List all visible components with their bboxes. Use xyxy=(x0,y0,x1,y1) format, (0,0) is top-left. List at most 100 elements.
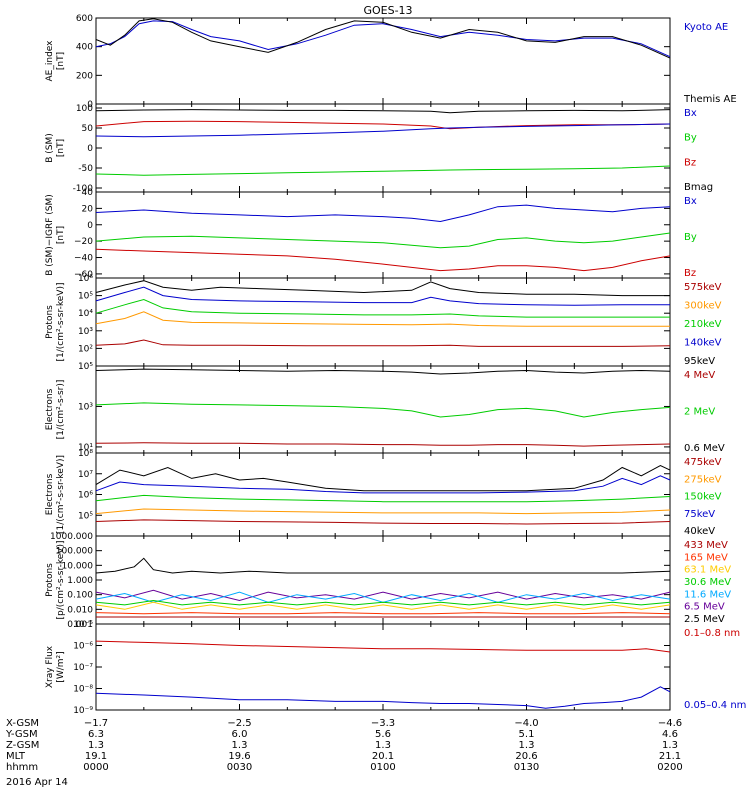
x-tick-value: 21.1 xyxy=(659,751,681,762)
series-line-3-2 xyxy=(95,232,671,249)
y-tick-label: 0.100 xyxy=(67,591,93,601)
y-axis-label: [W/m²] xyxy=(56,651,66,682)
series-line-3-1 xyxy=(95,204,671,223)
legend-entry: 0.1–0.8 nm xyxy=(684,628,740,639)
y-tick-label: 1.000 xyxy=(67,576,93,586)
y-axis-label: Protons xyxy=(45,305,55,339)
legend-entry: Bx xyxy=(684,108,697,119)
figure-title: GOES-13 xyxy=(363,4,412,17)
x-tick-value: 0200 xyxy=(657,762,682,773)
y-tick-label: 0.001 xyxy=(67,620,93,630)
x-tick-value: 0030 xyxy=(227,762,252,773)
x-tick-value: 0130 xyxy=(514,762,539,773)
x-tick-value: 6.3 xyxy=(88,729,104,740)
y-tick-label: -50 xyxy=(78,164,93,174)
legend-entry: Bmag xyxy=(684,182,713,193)
y-tick-label: 200 xyxy=(76,71,93,81)
x-row-label: MLT xyxy=(6,751,26,762)
legend-entry: 40keV xyxy=(684,526,715,537)
y-axis-label: Electrons xyxy=(45,473,55,515)
legend-entry: 95keV xyxy=(684,356,715,367)
y-axis-label: Xray Flux xyxy=(45,645,55,688)
x-tick-value: 1.3 xyxy=(519,740,535,751)
y-axis-label: AE_index xyxy=(45,40,55,82)
x-tick-value: 19.6 xyxy=(228,751,250,762)
series-line-6-3 xyxy=(95,494,671,503)
panel-5: 10¹ 10³ 10⁵ Electrons [1/(cm²-s-sr)] 4 MeV 2 M… xyxy=(45,362,725,454)
legend-entry: Kyoto AE xyxy=(684,22,728,33)
series-line-4-1 xyxy=(95,280,670,297)
y-tick-label: 10⁻⁹ xyxy=(73,706,93,716)
x-row-label: Y-GSM xyxy=(5,729,38,740)
x-row-label: Z-GSM xyxy=(6,740,39,751)
x-tick-value: 0100 xyxy=(370,762,395,773)
y-tick-label: 10⁻⁵ xyxy=(73,620,93,630)
x-tick-value: 6.0 xyxy=(232,729,248,740)
legend-entry: 210keV xyxy=(684,319,722,330)
legend-entry: 575keV xyxy=(684,282,722,293)
y-axis-label: [nT] xyxy=(56,226,66,244)
x-tick-value: 0000 xyxy=(83,762,108,773)
y-tick-label: 10⁻⁸ xyxy=(73,685,93,695)
x-tick-value: −2.5 xyxy=(227,718,251,729)
series-line-2-4 xyxy=(95,165,671,176)
y-tick-label: 20 xyxy=(82,204,94,214)
series-line-6-5 xyxy=(95,519,671,525)
series-line-6-1 xyxy=(95,464,671,492)
series-line-5-1 xyxy=(95,368,671,375)
panel-8: 10⁻⁹ 10⁻⁸ 10⁻⁷ 10⁻⁶ 10⁻⁵ Xray Flux [W/m²] 0.1–0… xyxy=(45,620,746,716)
y-tick-label: 10⁸ xyxy=(78,449,93,459)
y-axis-label: [1/(cm²-s-sr-keV)] xyxy=(56,283,66,362)
y-tick-label: 10⁷ xyxy=(78,470,93,480)
x-tick-value: 5.1 xyxy=(519,729,535,740)
series-line-4-4 xyxy=(95,311,670,327)
y-tick-label: -100 xyxy=(73,184,94,194)
legend-entry: By xyxy=(684,232,697,243)
series-line-7-6 xyxy=(95,612,671,615)
legend-entry: 475keV xyxy=(684,457,722,468)
legend-entry: 2.5 MeV xyxy=(684,614,725,625)
y-axis-label: B (SM) xyxy=(45,133,55,163)
legend-entry: 6.5 MeV xyxy=(684,602,725,613)
series-line-2-3 xyxy=(95,123,671,138)
panel-frame xyxy=(95,191,671,279)
series-line-6-2 xyxy=(95,475,671,494)
series-line-8-2 xyxy=(95,686,671,709)
y-axis-label: [1/(cm²-s-sr)] xyxy=(56,380,66,440)
legend-entry: 63.1 MeV xyxy=(684,565,731,576)
y-tick-label: 100 xyxy=(76,104,93,114)
y-axis-label: B (SM)−IGRF (SM) xyxy=(45,194,55,276)
x-tick-value: −1.7 xyxy=(84,718,108,729)
legend-entry: Bz xyxy=(684,157,696,168)
panel-frame xyxy=(95,365,671,454)
legend-entry: Bx xyxy=(684,196,697,207)
x-tick-value: −3.3 xyxy=(371,718,395,729)
y-tick-label: 10³ xyxy=(78,402,93,412)
y-tick-label: 10⁵ xyxy=(78,292,93,302)
panel-1: 0 200 400 600 AE_index [nT] Kyoto AE Themis AE xyxy=(45,14,737,110)
legend-entry: By xyxy=(684,133,697,144)
x-tick-value: 1.3 xyxy=(662,740,678,751)
x-tick-value: 20.6 xyxy=(515,751,537,762)
x-tick-value: 20.1 xyxy=(372,751,394,762)
y-tick-label: 10⁻⁷ xyxy=(73,663,93,673)
y-tick-label: 10⁴ xyxy=(78,309,93,319)
x-row-label: X-GSM xyxy=(6,718,39,729)
x-tick-value: 1.3 xyxy=(88,740,104,751)
series-line-7-4 xyxy=(95,599,671,606)
panel-frame xyxy=(95,103,671,193)
x-tick-value: 4.6 xyxy=(662,729,678,740)
panel-frame xyxy=(95,17,671,105)
legend-entry: 0.05–0.4 nm xyxy=(684,700,746,711)
legend-entry: 75keV xyxy=(684,509,715,520)
y-axis-label: Electrons xyxy=(45,388,55,430)
y-tick-label: 10.000 xyxy=(62,561,94,571)
legend-entry: 275keV xyxy=(684,474,722,485)
legend-entry: Themis AE xyxy=(683,94,737,105)
date-label: 2016 Apr 14 xyxy=(6,777,68,788)
y-tick-label: 0 xyxy=(87,100,93,110)
y-tick-label: −40 xyxy=(74,254,93,264)
y-tick-label: 100.000 xyxy=(56,547,93,557)
series-line-7-2 xyxy=(95,589,671,602)
